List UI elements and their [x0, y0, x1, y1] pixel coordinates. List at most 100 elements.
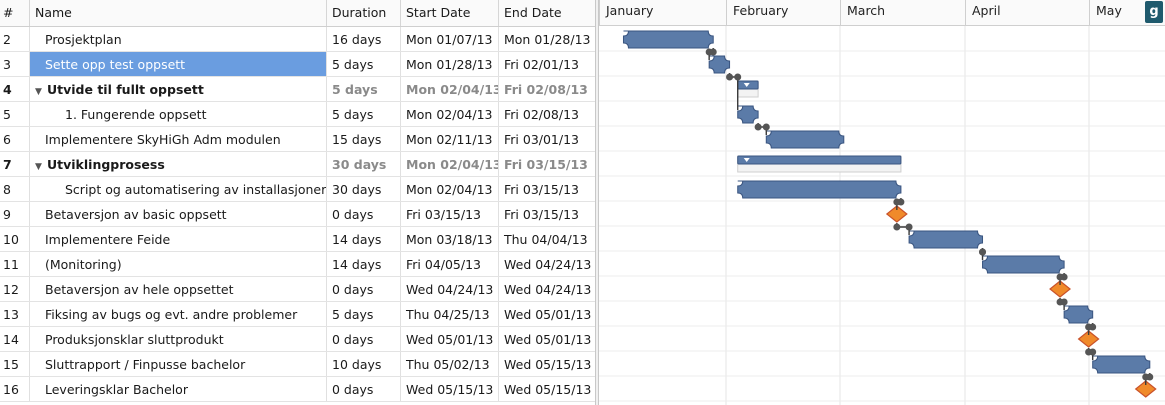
task-duration[interactable]: 5 days: [327, 302, 401, 326]
summary-bar[interactable]: [737, 155, 902, 165]
task-duration[interactable]: 5 days: [327, 52, 401, 76]
task-name[interactable]: Leveringsklar Bachelor: [30, 377, 327, 401]
column-header-num[interactable]: #: [0, 0, 30, 26]
task-start-date[interactable]: Fri 03/15/13: [401, 202, 499, 226]
task-end-date[interactable]: Wed 04/24/13: [504, 257, 592, 272]
task-number[interactable]: 12: [0, 277, 30, 301]
task-row[interactable]: 3 Sette opp test oppsett 5 days Mon 01/28/1…: [0, 52, 595, 77]
task-end-date[interactable]: Thu 04/04/13: [504, 232, 588, 247]
task-duration[interactable]: 30 days: [327, 152, 401, 176]
task-row[interactable]: 12 Betaversjon av hele oppsettet 0 days Wed…: [0, 277, 595, 302]
task-start-date[interactable]: Wed 05/15/13: [401, 377, 499, 401]
task-name[interactable]: Implementere SkyHiGh Adm modulen: [30, 127, 327, 151]
task-number[interactable]: 13: [0, 302, 30, 326]
task-name[interactable]: Fiksing av bugs og evt. andre problemer: [30, 302, 327, 326]
task-end-date[interactable]: Fri 02/08/13: [504, 107, 580, 122]
task-duration[interactable]: 5 days: [327, 102, 401, 126]
column-header-name[interactable]: Name: [30, 0, 327, 26]
task-end-date[interactable]: Wed 05/15/13: [504, 357, 592, 372]
collapse-triangle-icon[interactable]: ▼: [35, 162, 42, 172]
task-duration[interactable]: 0 days: [327, 377, 401, 401]
task-start-date[interactable]: Mon 01/28/13: [401, 52, 499, 76]
task-duration[interactable]: 0 days: [327, 327, 401, 351]
task-duration[interactable]: 0 days: [327, 202, 401, 226]
task-end-date[interactable]: Fri 03/15/13: [504, 157, 588, 172]
task-name[interactable]: Script og automatisering av installasjon…: [30, 177, 327, 201]
task-name[interactable]: (Monitoring): [30, 252, 327, 276]
task-name[interactable]: Betaversjon av hele oppsettet: [30, 277, 327, 301]
task-number[interactable]: 3: [0, 52, 30, 76]
task-name[interactable]: Prosjektplan: [30, 27, 327, 51]
pane-splitter[interactable]: [595, 0, 599, 405]
task-number[interactable]: 2: [0, 27, 30, 51]
task-row[interactable]: 4 ▼ Utvide til fullt oppsett 5 days Mon 02/0…: [0, 77, 595, 102]
task-start-date[interactable]: Thu 04/25/13: [401, 302, 499, 326]
task-name[interactable]: Sette opp test oppsett: [30, 52, 327, 76]
column-header-end[interactable]: End Date: [504, 5, 562, 20]
task-number[interactable]: 11: [0, 252, 30, 276]
task-start-date[interactable]: Wed 04/24/13: [401, 277, 499, 301]
task-end-date[interactable]: Mon 01/28/13: [504, 32, 591, 47]
task-number[interactable]: 6: [0, 127, 30, 151]
task-number[interactable]: 15: [0, 352, 30, 376]
task-number[interactable]: 5: [0, 102, 30, 126]
task-start-date[interactable]: Mon 02/04/13: [401, 77, 499, 101]
task-row[interactable]: 16 Leveringsklar Bachelor 0 days Wed 05/15/…: [0, 377, 595, 402]
task-duration[interactable]: 16 days: [327, 27, 401, 51]
task-row[interactable]: 8 Script og automatisering av installasjo…: [0, 177, 595, 202]
task-row[interactable]: 5 1. Fungerende oppsett 5 days Mon 02/04/13…: [0, 102, 595, 127]
task-name[interactable]: ▼ Utvide til fullt oppsett: [30, 77, 327, 101]
task-name[interactable]: Implementere Feide: [30, 227, 327, 251]
task-row[interactable]: 2 Prosjektplan 16 days Mon 01/07/13 Mon 01/2…: [0, 27, 595, 52]
task-end-date[interactable]: Wed 05/15/13: [504, 382, 592, 397]
column-header-start[interactable]: Start Date: [401, 0, 499, 26]
task-bar[interactable]: [708, 55, 731, 74]
task-duration[interactable]: 14 days: [327, 252, 401, 276]
task-start-date[interactable]: Mon 03/18/13: [401, 227, 499, 251]
task-start-date[interactable]: Wed 05/01/13: [401, 327, 499, 351]
task-start-date[interactable]: Mon 02/04/13: [401, 177, 499, 201]
task-bar[interactable]: [737, 180, 902, 199]
task-duration[interactable]: 14 days: [327, 227, 401, 251]
task-name[interactable]: Produksjonsklar sluttprodukt: [30, 327, 327, 351]
task-start-date[interactable]: Fri 04/05/13: [401, 252, 499, 276]
task-number[interactable]: 16: [0, 377, 30, 401]
task-duration[interactable]: 15 days: [327, 127, 401, 151]
task-end-date[interactable]: Wed 05/01/13: [504, 332, 592, 347]
task-end-date[interactable]: Fri 03/15/13: [504, 182, 580, 197]
task-name[interactable]: 1. Fungerende oppsett: [30, 102, 327, 126]
task-duration[interactable]: 0 days: [327, 277, 401, 301]
task-row[interactable]: 14 Produksjonsklar sluttprodukt 0 days Wed …: [0, 327, 595, 352]
task-row[interactable]: 11 (Monitoring) 14 days Fri 04/05/13 Wed 04/…: [0, 252, 595, 277]
task-duration[interactable]: 10 days: [327, 352, 401, 376]
task-end-date[interactable]: Fri 02/01/13: [504, 57, 580, 72]
task-bar[interactable]: [1092, 355, 1151, 374]
task-end-date[interactable]: Fri 02/08/13: [504, 82, 588, 97]
task-start-date[interactable]: Mon 02/04/13: [401, 102, 499, 126]
task-row[interactable]: 15 Sluttrapport / Finpusse bachelor 10 day…: [0, 352, 595, 377]
task-row[interactable]: 9 Betaversjon av basic oppsett 0 days Fri 0…: [0, 202, 595, 227]
task-name[interactable]: Betaversjon av basic oppsett: [30, 202, 327, 226]
task-duration[interactable]: 30 days: [327, 177, 401, 201]
task-row[interactable]: 7 ▼ Utviklingprosess 30 days Mon 02/04/13 Fri…: [0, 152, 595, 177]
task-name[interactable]: ▼ Utviklingprosess: [30, 152, 327, 176]
task-bar[interactable]: [737, 105, 759, 124]
task-start-date[interactable]: Thu 05/02/13: [401, 352, 499, 376]
task-start-date[interactable]: Mon 02/04/13: [401, 152, 499, 176]
task-bar[interactable]: [908, 230, 984, 249]
task-start-date[interactable]: Mon 02/11/13: [401, 127, 499, 151]
task-bar[interactable]: [765, 130, 845, 149]
task-end-date[interactable]: Wed 05/01/13: [504, 307, 592, 322]
task-number[interactable]: 9: [0, 202, 30, 226]
task-number[interactable]: 8: [0, 177, 30, 201]
task-row[interactable]: 10 Implementere Feide 14 days Mon 03/18/13 T…: [0, 227, 595, 252]
collapse-triangle-icon[interactable]: ▼: [35, 87, 42, 97]
task-bar[interactable]: [982, 255, 1065, 274]
task-bar[interactable]: [1063, 305, 1094, 324]
task-end-date[interactable]: Wed 04/24/13: [504, 282, 592, 297]
task-row[interactable]: 6 Implementere SkyHiGh Adm modulen 15 days…: [0, 127, 595, 152]
task-end-date[interactable]: Fri 03/01/13: [504, 132, 580, 147]
task-row[interactable]: 13 Fiksing av bugs og evt. andre probleme…: [0, 302, 595, 327]
task-name[interactable]: Sluttrapport / Finpusse bachelor: [30, 352, 327, 376]
task-end-date[interactable]: Fri 03/15/13: [504, 207, 580, 222]
